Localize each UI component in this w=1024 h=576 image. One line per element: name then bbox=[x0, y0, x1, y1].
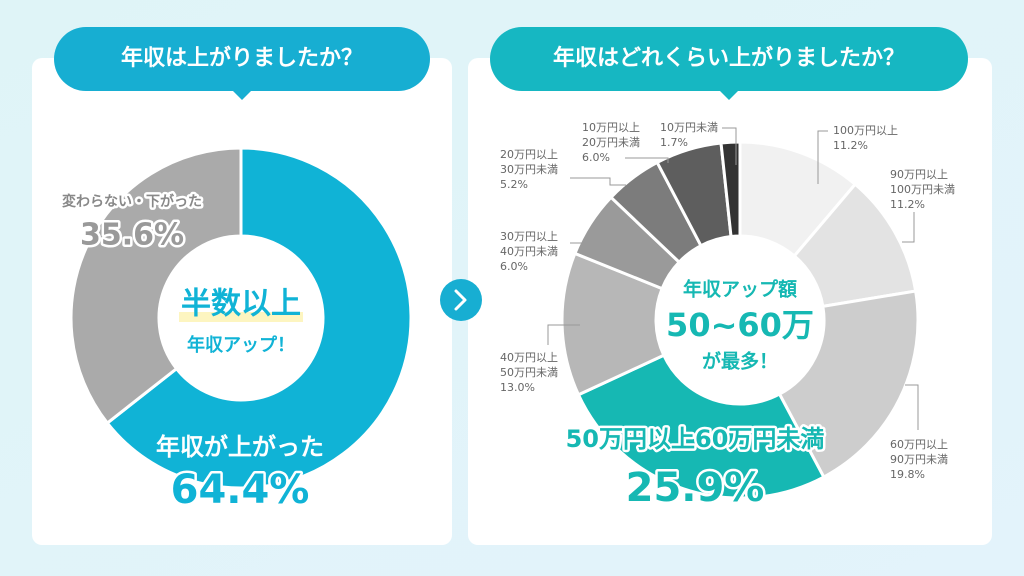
value-label: 5.2% bbox=[500, 178, 528, 191]
category-label: 90万円以上 bbox=[890, 168, 948, 181]
title-pill bbox=[490, 27, 968, 91]
pie-slice bbox=[69, 146, 243, 426]
category-label: 10万円未満 bbox=[660, 121, 718, 134]
pie-slice bbox=[719, 140, 742, 239]
data-label: 年収が上がった bbox=[156, 433, 324, 461]
data-label: 35.6% bbox=[80, 218, 184, 253]
category-label: 90万円未満 bbox=[890, 453, 948, 466]
category-label: 20万円以上 bbox=[500, 148, 558, 161]
value-label: 11.2% bbox=[890, 198, 925, 211]
category-label: 10万円以上 bbox=[582, 121, 640, 134]
center-text: 半数以上 bbox=[181, 287, 301, 322]
center-text: 年収アップ！ bbox=[187, 334, 295, 356]
value-label: 11.2% bbox=[833, 139, 868, 152]
leader-line bbox=[547, 324, 580, 345]
leader-line bbox=[570, 177, 626, 186]
highlight bbox=[179, 312, 303, 322]
category-label: 40万円以上 bbox=[500, 351, 558, 364]
value-label: 6.0% bbox=[582, 151, 610, 164]
category-label: 30万円以上 bbox=[500, 230, 558, 243]
category-label: 100万円以上 bbox=[833, 124, 898, 137]
leader-line bbox=[902, 212, 915, 243]
pill-pointer bbox=[719, 90, 739, 100]
pie-slice bbox=[560, 251, 666, 397]
chart-title: 年収は上がりましたか？ bbox=[121, 45, 363, 71]
center-text: 年収アップ額 bbox=[683, 278, 797, 301]
value-label: 19.8% bbox=[890, 468, 925, 481]
leader-line bbox=[722, 127, 737, 165]
data-label: 60万円未満 bbox=[695, 425, 824, 453]
pie-slice bbox=[777, 289, 920, 480]
category-label: 50万円未満 bbox=[500, 366, 558, 379]
leader-line bbox=[625, 157, 669, 163]
center-text: が最多！ bbox=[702, 350, 778, 373]
data-label: 50万円以上 bbox=[566, 425, 695, 453]
title-pill bbox=[54, 27, 430, 91]
category-label: 20万円未満 bbox=[582, 136, 640, 149]
chart-title: 年収はどれくらい上がりましたか？ bbox=[553, 45, 905, 71]
pie-slice bbox=[576, 353, 826, 500]
value-label: 13.0% bbox=[500, 381, 535, 394]
pie-slice bbox=[105, 146, 413, 490]
category-label: 40万円未満 bbox=[500, 245, 558, 258]
leader-line bbox=[817, 130, 828, 184]
category-label: 30万円未満 bbox=[500, 163, 558, 176]
arrow-icon bbox=[454, 289, 467, 311]
data-label: 変わらない・下がった bbox=[62, 193, 202, 210]
category-label: 100万円未満 bbox=[890, 183, 955, 196]
data-label: 64.4% bbox=[171, 467, 310, 513]
arrow-button bbox=[440, 279, 482, 321]
value-label: 1.7% bbox=[660, 136, 688, 149]
leader-line bbox=[905, 384, 919, 430]
pill-pointer bbox=[232, 90, 252, 100]
data-label: 25.9% bbox=[626, 465, 765, 511]
value-label: 6.0% bbox=[500, 260, 528, 273]
center-text: 50~60万 bbox=[666, 306, 814, 344]
category-label: 60万円以上 bbox=[890, 438, 948, 451]
